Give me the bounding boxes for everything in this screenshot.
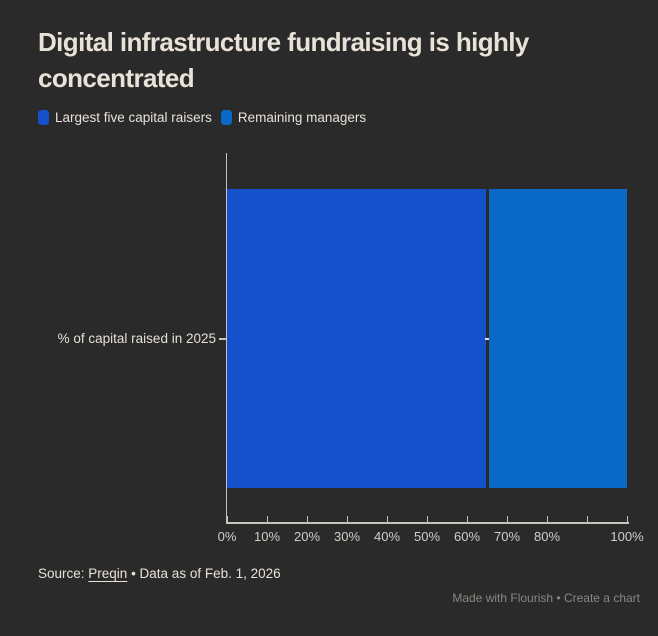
x-axis-tick-label: 70% (493, 529, 521, 544)
x-axis-tick-label: 80% (533, 529, 561, 544)
credit-separator: • (553, 591, 564, 605)
flourish-credit: Made with Flourish • Create a chart (452, 591, 640, 605)
x-axis-tick-label: 30% (333, 529, 361, 544)
legend-swatch (38, 110, 49, 125)
y-axis-category-label: % of capital raised in 2025 (57, 331, 216, 346)
x-axis-tick-label: 0% (217, 529, 237, 544)
x-axis-tick-label: 60% (453, 529, 481, 544)
x-axis-tick-label: 20% (293, 529, 321, 544)
legend-item-1[interactable]: Largest five capital raisers (38, 110, 212, 125)
plot-area: % of capital raised in 2025 0% 10% 20% 30% 4… (58, 153, 644, 544)
x-axis-tick (426, 516, 428, 522)
x-axis-tick-label: 40% (373, 529, 401, 544)
segment-divider-notch (485, 337, 489, 340)
x-axis-tick (226, 516, 228, 522)
source-suffix: • Data as of Feb. 1, 2026 (127, 566, 281, 581)
x-axis-line (225, 522, 629, 524)
made-with-flourish-link[interactable]: Made with Flourish (452, 591, 554, 605)
x-axis-tick (506, 516, 508, 522)
source-line: Source: Preqin • Data as of Feb. 1, 2026 (38, 566, 281, 581)
legend-label: Largest five capital raisers (55, 110, 212, 125)
legend-item-2[interactable]: Remaining managers (220, 110, 367, 125)
legend: Largest five capital raisers Remaining ma… (38, 110, 366, 125)
x-axis-tick (386, 516, 388, 522)
create-a-chart-link[interactable]: Create a chart (563, 591, 640, 605)
bar-segment-1[interactable] (227, 189, 486, 488)
y-axis-category-tick (219, 338, 226, 340)
x-axis-tick-label: 100% (610, 529, 644, 544)
source-prefix: Source: (38, 566, 89, 581)
x-axis-tick (466, 516, 468, 522)
x-axis-tick (546, 516, 548, 522)
source-link-preqin[interactable]: Preqin (88, 566, 128, 581)
legend-swatch (220, 110, 232, 125)
y-axis-line (225, 153, 227, 523)
chart-title: Digital infrastructure fundraising is hi… (38, 27, 529, 93)
x-axis-tick (306, 516, 308, 522)
stacked-bar (227, 189, 627, 488)
x-axis-tick (586, 516, 588, 522)
x-axis-tick-label: 50% (413, 529, 441, 544)
x-axis-tick (346, 516, 348, 522)
x-axis-tick-label: 10% (253, 529, 281, 544)
x-axis-tick (626, 516, 628, 522)
legend-label: Remaining managers (237, 110, 367, 125)
bar-segment-2[interactable] (488, 189, 627, 488)
x-axis-tick (266, 516, 268, 522)
